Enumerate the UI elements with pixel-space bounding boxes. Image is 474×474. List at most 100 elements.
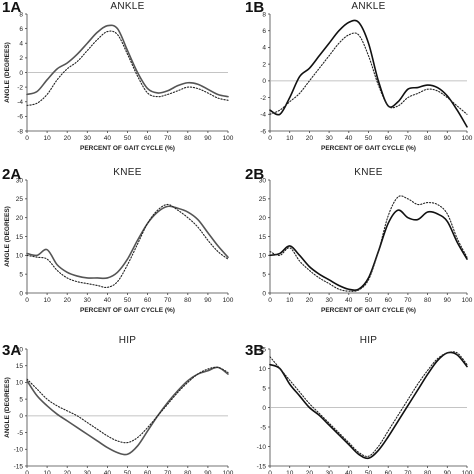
y-tick-label: 0 [19, 413, 23, 420]
x-tick-label: 10 [286, 135, 294, 142]
x-tick-label: 30 [84, 297, 92, 304]
y-tick-label: -5 [260, 424, 266, 431]
y-tick-label: -2 [260, 95, 266, 102]
x-axis-label: PERCENT OF GAIT CYCLE (%) [80, 145, 175, 152]
x-tick-label: 90 [444, 135, 452, 142]
panel-label: 3B [245, 342, 264, 359]
x-tick-label: 70 [164, 470, 172, 474]
x-tick-label: 50 [365, 135, 373, 142]
y-tick-label: 15 [259, 234, 267, 241]
series-line-solid [269, 209, 468, 292]
series-line-dotted [269, 32, 468, 115]
y-tick-label: -6 [260, 128, 266, 135]
series-line-solid [269, 351, 468, 460]
x-tick-label: 40 [345, 470, 353, 474]
y-tick-label: 4 [19, 41, 23, 48]
x-tick-label: 40 [104, 297, 112, 304]
y-tick-label: 0 [19, 290, 23, 297]
x-tick-label: 20 [64, 135, 72, 142]
series-line-solid [269, 19, 468, 128]
y-axis-label: ANGLE (DEGREES) [4, 377, 11, 438]
y-tick-label: 10 [259, 366, 267, 373]
x-tick-label: 80 [424, 470, 432, 474]
x-tick-label: 90 [444, 470, 452, 474]
y-tick-label: 10 [16, 253, 24, 260]
y-tick-label: 10 [259, 253, 267, 260]
y-tick-label: 6 [262, 28, 266, 35]
x-tick-label: 30 [325, 135, 333, 142]
x-tick-label: 100 [223, 135, 234, 142]
x-tick-label: 80 [184, 470, 192, 474]
x-tick-label: 0 [25, 135, 29, 142]
y-tick-label: 25 [259, 196, 267, 203]
y-tick-label: 25 [16, 196, 24, 203]
x-tick-label: 40 [345, 297, 353, 304]
y-tick-label: 15 [16, 363, 24, 370]
x-tick-label: 100 [223, 470, 234, 474]
y-tick-label: 4 [262, 45, 266, 52]
series-line-dotted [26, 30, 229, 106]
panel-label: 2A [2, 166, 21, 183]
y-tick-label: 2 [262, 61, 266, 68]
x-tick-label: 50 [365, 470, 373, 474]
y-tick-label: 6 [19, 26, 23, 33]
x-tick-label: 10 [286, 470, 294, 474]
x-tick-label: 60 [144, 470, 152, 474]
x-tick-label: 70 [404, 297, 412, 304]
y-tick-label: 8 [19, 11, 23, 18]
series-line-solid [26, 366, 229, 456]
series-line-solid [26, 205, 229, 280]
panel-label: 1A [2, 0, 21, 16]
y-tick-label: 0 [262, 290, 266, 297]
x-tick-label: 70 [404, 135, 412, 142]
chart-panel-2a: 2A KNEE 0 5 10 15 20 25 30 0 10 20 30 40 50 60 70 80 90 100… [2, 166, 234, 314]
x-tick-label: 100 [462, 470, 473, 474]
series-line-dotted [269, 351, 468, 458]
x-tick-label: 20 [306, 470, 314, 474]
y-tick-label: 20 [16, 215, 24, 222]
x-tick-label: 40 [104, 470, 112, 474]
chart-title: ANKLE [351, 1, 385, 12]
y-tick-label: 10 [16, 380, 24, 387]
x-tick-label: 80 [184, 297, 192, 304]
x-tick-label: 0 [268, 135, 272, 142]
x-tick-label: 50 [124, 135, 132, 142]
x-tick-label: 60 [144, 297, 152, 304]
x-tick-label: 60 [144, 135, 152, 142]
x-tick-label: 10 [43, 135, 51, 142]
x-tick-label: 10 [43, 470, 51, 474]
x-tick-label: 0 [25, 297, 29, 304]
x-tick-label: 60 [385, 297, 393, 304]
chart-panel-3b: 3B HIP -15 -10 -5 0 5 10 15 0 10 20 30 40 50 60 70 80 90 10… [245, 335, 473, 474]
y-tick-label: -6 [17, 114, 23, 121]
x-tick-label: 90 [204, 135, 212, 142]
y-axis-label: ANGLE (DEGREES) [4, 206, 11, 267]
series-line-dotted [269, 195, 468, 292]
x-tick-label: 30 [84, 470, 92, 474]
y-tick-label: -4 [260, 112, 266, 119]
x-tick-label: 0 [25, 470, 29, 474]
x-tick-label: 10 [43, 297, 51, 304]
y-tick-label: 5 [262, 271, 266, 278]
x-tick-label: 20 [306, 297, 314, 304]
x-tick-label: 90 [204, 470, 212, 474]
y-tick-label: 0 [262, 405, 266, 412]
series-line-dotted [26, 366, 229, 444]
x-axis-label: PERCENT OF GAIT CYCLE (%) [321, 307, 416, 314]
y-tick-label: -10 [14, 447, 24, 454]
x-tick-label: 90 [204, 297, 212, 304]
y-tick-label: 15 [259, 346, 267, 353]
y-tick-label: 30 [16, 177, 24, 184]
y-tick-label: -8 [17, 128, 23, 135]
x-tick-label: 80 [184, 135, 192, 142]
chart-panel-3a: 3A HIP -15 -10 -5 0 5 10 15 20 0 10 20 30 40 50 60 70 80 90… [2, 335, 234, 474]
x-tick-label: 80 [424, 297, 432, 304]
x-tick-label: 70 [164, 297, 172, 304]
x-tick-label: 20 [64, 297, 72, 304]
x-tick-label: 100 [223, 297, 234, 304]
series-line-solid [26, 24, 229, 98]
x-tick-label: 100 [462, 297, 473, 304]
x-tick-label: 30 [325, 297, 333, 304]
